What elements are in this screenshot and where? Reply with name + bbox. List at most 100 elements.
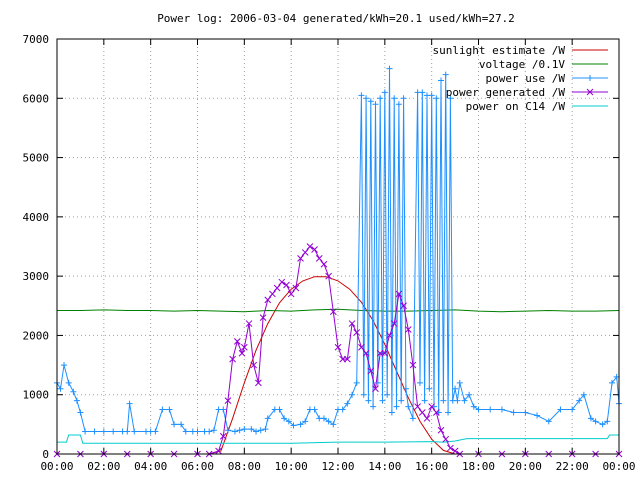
data-point-marker [224, 427, 231, 434]
data-point-marker [416, 379, 423, 386]
data-point-marker [236, 427, 243, 434]
data-point-marker [370, 403, 377, 410]
data-point-marker [510, 409, 517, 416]
data-point-marker [253, 428, 260, 435]
data-point-marker [131, 428, 138, 435]
data-point-marker [456, 379, 463, 386]
data-point-marker [475, 406, 482, 413]
data-point-marker [498, 406, 505, 413]
data-point-marker [126, 400, 133, 407]
data-point-marker [152, 428, 159, 435]
data-point-marker [301, 249, 309, 256]
data-point-marker [409, 361, 417, 369]
data-point-marker [245, 320, 253, 327]
y-tick-label: 6000 [23, 92, 50, 105]
data-point-marker [470, 403, 477, 410]
data-point-marker [240, 343, 248, 351]
data-point-marker [344, 400, 351, 407]
data-point-marker [325, 272, 332, 280]
data-point-marker [353, 329, 361, 336]
data-point-marker [348, 320, 356, 327]
data-point-marker [365, 397, 372, 404]
y-tick-label: 2000 [23, 329, 50, 342]
data-point-marker [229, 355, 236, 363]
data-point-marker [418, 409, 426, 416]
y-tick-label: 5000 [23, 152, 50, 165]
data-point-marker [320, 415, 327, 422]
data-point-marker [210, 427, 217, 434]
data-point-marker [290, 422, 297, 429]
data-point-marker [178, 421, 185, 428]
data-point-marker [395, 290, 403, 298]
data-point-marker [381, 89, 388, 96]
data-point-marker [447, 95, 454, 102]
data-point-marker [325, 418, 332, 425]
legend-marker [586, 88, 594, 96]
data-point-marker [402, 385, 409, 392]
series-line-0 [209, 276, 456, 455]
data-point-marker [224, 397, 232, 404]
data-point-marker [248, 426, 255, 433]
data-point-marker [292, 284, 300, 292]
grid-lines [57, 39, 619, 454]
data-point-marker [447, 444, 454, 452]
data-point-marker [400, 95, 407, 102]
data-point-marker [124, 428, 131, 435]
data-point-marker [599, 421, 606, 428]
data-point-marker [353, 379, 360, 386]
data-point-marker [580, 391, 587, 398]
data-point-marker [404, 326, 412, 333]
legend-marker [587, 75, 593, 81]
series-lines [56, 68, 620, 455]
data-point-marker [374, 379, 381, 386]
data-point-marker [171, 421, 178, 428]
data-point-marker [194, 428, 201, 435]
data-point-marker [110, 428, 117, 435]
x-tick-label: 22:00 [556, 460, 589, 473]
data-point-marker [255, 379, 262, 387]
data-point-marker [339, 406, 346, 413]
x-tick-label: 08:00 [228, 460, 261, 473]
data-point-marker [259, 314, 267, 321]
data-point-marker [329, 308, 337, 316]
data-point-marker [273, 284, 281, 292]
x-tick-label: 18:00 [462, 460, 495, 473]
x-tick-label: 00:00 [602, 460, 635, 473]
data-point-marker [182, 428, 189, 435]
x-tick-label: 04:00 [134, 460, 167, 473]
data-point-marker [250, 361, 258, 369]
y-tick-label: 1000 [23, 389, 50, 402]
data-point-marker [545, 418, 552, 425]
data-point-marker [438, 77, 445, 84]
data-point-marker [377, 95, 384, 102]
data-point-marker [264, 415, 271, 422]
data-point-marker [358, 343, 365, 351]
data-point-marker [257, 427, 264, 434]
data-point-marker [421, 397, 428, 404]
data-point-marker [433, 95, 440, 102]
series-line-4 [57, 434, 619, 444]
data-point-marker [419, 89, 426, 96]
data-point-marker [451, 447, 459, 455]
x-tick-label: 12:00 [321, 460, 354, 473]
data-point-marker [278, 278, 286, 286]
data-point-marker [386, 332, 393, 339]
series-markers [53, 65, 623, 458]
data-point-marker [534, 412, 541, 419]
data-point-marker [166, 406, 173, 413]
data-point-marker [428, 92, 435, 99]
data-point-marker [302, 418, 309, 425]
data-point-marker [393, 403, 400, 410]
data-point-marker [264, 296, 272, 304]
series-line-3 [57, 245, 619, 455]
data-point-marker [231, 428, 238, 435]
data-point-marker [461, 397, 468, 404]
data-point-marker [379, 397, 386, 404]
y-tick-label: 0 [42, 448, 49, 461]
data-point-marker [315, 255, 323, 262]
data-point-marker [91, 428, 98, 435]
y-tick-label: 3000 [23, 270, 50, 283]
data-point-marker [414, 403, 421, 410]
